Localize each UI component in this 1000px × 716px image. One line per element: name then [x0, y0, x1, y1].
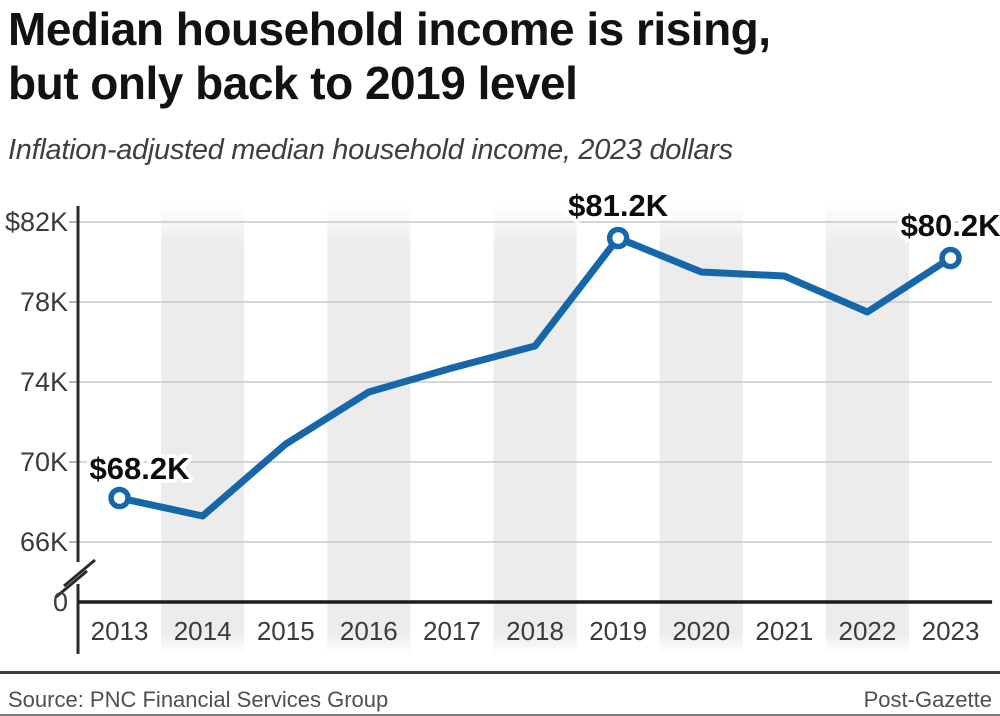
x-axis-year-label: 2021	[755, 616, 813, 646]
x-axis-year-label: 2017	[423, 616, 481, 646]
year-shading-band	[161, 205, 245, 655]
y-axis-tick-label: 70K	[20, 447, 68, 477]
bottom-edge-rule	[0, 714, 1000, 716]
year-shading-band	[493, 205, 577, 655]
chart-title: Median household income is rising, but o…	[8, 2, 988, 110]
x-axis-year-label: 2016	[340, 616, 398, 646]
publisher-credit: Post-Gazette	[863, 687, 992, 712]
x-axis-year-label: 2014	[174, 616, 232, 646]
y-axis-tick-label: $82K	[5, 207, 68, 237]
year-shading-band	[825, 205, 909, 655]
data-point-label: $80.2K	[901, 208, 1000, 243]
year-shading-band	[327, 205, 411, 655]
y-axis-tick-label: 66K	[20, 527, 68, 557]
chart-subtitle: Inflation-adjusted median household inco…	[8, 134, 733, 166]
year-shading-band	[659, 205, 743, 655]
x-axis-year-label: 2018	[506, 616, 564, 646]
x-axis-year-label: 2023	[922, 616, 980, 646]
data-point-marker	[606, 226, 630, 250]
x-axis-year-label: 2020	[672, 616, 730, 646]
data-point-label: $68.2K	[90, 451, 191, 486]
income-line	[116, 234, 954, 520]
axis-break-mark	[55, 569, 88, 599]
chart-title-line2: but only back to 2019 level	[8, 57, 578, 109]
data-point-marker	[939, 246, 962, 270]
data-point-marker	[108, 486, 131, 510]
x-axis-year-label: 2019	[589, 616, 647, 646]
y-axis-zero-label: 0	[53, 587, 68, 617]
footer-divider	[0, 671, 1000, 674]
y-axis-tick-label: 78K	[20, 287, 68, 317]
source-credit: Source: PNC Financial Services Group	[8, 687, 389, 712]
x-axis-year-label: 2015	[257, 616, 315, 646]
y-axis-tick-label: 74K	[20, 367, 68, 397]
data-point-label: $81.2K	[568, 188, 669, 223]
chart-title-line1: Median household income is rising,	[8, 3, 771, 55]
x-axis-year-label: 2013	[91, 616, 149, 646]
footer: Source: PNC Financial Services Group Pos…	[8, 687, 992, 713]
axis-break-mark	[63, 558, 96, 588]
x-axis-year-label: 2022	[839, 616, 897, 646]
